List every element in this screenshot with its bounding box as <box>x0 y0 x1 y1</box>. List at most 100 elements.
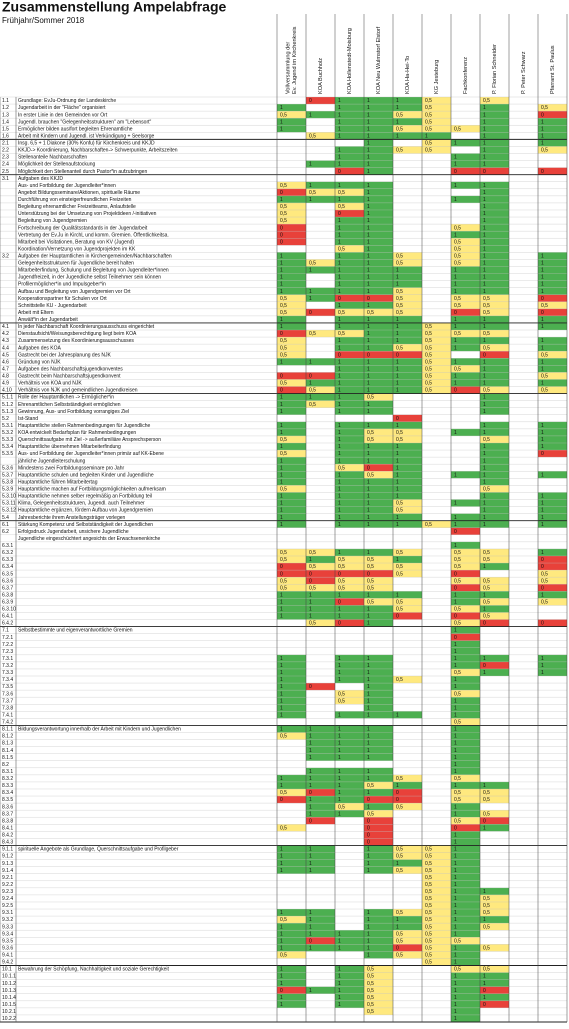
cell-value: 0 <box>367 571 370 577</box>
cell-fill <box>335 471 364 479</box>
cell-fill <box>277 577 306 585</box>
cell-fill <box>451 231 480 239</box>
cell-fill <box>277 209 306 218</box>
cell-fill <box>306 909 335 917</box>
cell-value: 0,5 <box>280 825 287 831</box>
cell-value: 1 <box>454 995 457 1001</box>
cell-value: 1 <box>483 825 486 831</box>
cell-value: 1 <box>454 783 457 789</box>
cell-fill <box>277 923 306 931</box>
row-id: 8.1.4 <box>2 748 13 754</box>
cell-value: 1 <box>454 592 457 598</box>
cell-fill <box>364 202 393 210</box>
cell-fill <box>277 478 306 486</box>
cell-value: 1 <box>309 847 312 853</box>
column-header: P. Florian Schneider <box>492 44 498 94</box>
cell-fill <box>277 555 306 564</box>
cell-fill <box>364 104 393 112</box>
cell-value: 0,5 <box>280 310 287 316</box>
cell-value: 0 <box>396 352 399 358</box>
row-id: 2.4 <box>2 162 9 168</box>
cell-fill <box>422 125 451 133</box>
cell-value: 0,5 <box>367 974 374 980</box>
cell-fill <box>306 372 335 380</box>
cell-value: 0,5 <box>309 564 316 570</box>
cell-fill <box>480 887 509 895</box>
cell-fill <box>277 238 306 246</box>
cell-value: 0 <box>309 571 312 577</box>
cell-fill <box>451 612 480 620</box>
cell-value: 1 <box>309 910 312 916</box>
cell-value: 0,5 <box>483 599 490 605</box>
cell-value: 0,5 <box>280 953 287 959</box>
cell-fill <box>277 217 306 225</box>
cell-value: 1 <box>541 275 544 281</box>
cell-fill <box>277 400 306 408</box>
cell-fill <box>393 612 422 620</box>
cell-value: 1 <box>367 677 370 683</box>
cell-fill <box>393 280 422 288</box>
cell-fill <box>538 471 567 479</box>
row-id: 7.2.1 <box>2 635 13 641</box>
cell-value: 1 <box>280 409 283 415</box>
cell-fill <box>335 796 364 804</box>
cell-fill <box>335 111 364 119</box>
cell-fill <box>451 676 480 684</box>
row-id: 6.3.2 <box>2 550 13 556</box>
cell-fill <box>451 322 480 331</box>
row-id: 8.3.8 <box>2 818 13 824</box>
cell-fill <box>364 859 393 867</box>
cell-value: 1 <box>541 126 544 132</box>
cell-fill <box>480 605 509 613</box>
cell-value: 1 <box>454 811 457 817</box>
cell-value: 0 <box>454 388 457 394</box>
cell-fill <box>538 577 567 585</box>
row-label: Hauptamtliche ergänzen, fördern Aufbau v… <box>18 508 153 514</box>
cell-fill <box>364 351 393 359</box>
cell-fill <box>538 450 567 458</box>
cell-fill <box>451 195 480 203</box>
cell-value: 0,5 <box>280 352 287 358</box>
cell-fill <box>538 668 567 677</box>
cell-value: 1 <box>309 296 312 302</box>
cell-fill <box>335 386 364 394</box>
cell-value: 1 <box>309 854 312 860</box>
cell-value: 1 <box>309 614 312 620</box>
cell-value: 1 <box>454 359 457 365</box>
cell-fill <box>335 965 364 973</box>
cell-fill <box>335 767 364 775</box>
cell-fill <box>364 118 393 126</box>
row-id: 10.1 <box>2 967 12 973</box>
cell-value: 1 <box>338 712 341 718</box>
cell-value: 1 <box>338 769 341 775</box>
cell-fill <box>451 880 480 888</box>
cell-value: 1 <box>396 712 399 718</box>
cell-fill <box>335 753 364 761</box>
cell-fill <box>364 979 393 987</box>
cell-fill <box>480 358 509 366</box>
cell-value: 1 <box>309 924 312 930</box>
cell-fill <box>277 428 306 436</box>
cell-fill <box>306 591 335 599</box>
cell-fill <box>480 965 509 973</box>
row-id: 10.2.1 <box>2 1009 16 1015</box>
cell-value: 1 <box>367 268 370 274</box>
column-header: P. Peter Schwarz <box>521 51 527 94</box>
cell-fill <box>451 633 480 641</box>
cell-fill <box>451 767 480 775</box>
cell-fill <box>335 619 364 627</box>
cell-fill <box>451 803 480 811</box>
cell-value: 1 <box>367 691 370 697</box>
cell-value: 1 <box>309 945 312 951</box>
cell-value: 1 <box>367 790 370 796</box>
cell-fill <box>277 379 306 387</box>
cell-fill <box>451 725 480 733</box>
cell-value: 0,5 <box>425 345 432 351</box>
cell-value: 1 <box>367 854 370 860</box>
cell-value: 0,5 <box>396 938 403 944</box>
cell-fill <box>335 450 364 458</box>
cell-fill <box>451 224 480 232</box>
cell-value: 1 <box>338 451 341 457</box>
cell-value: 0 <box>541 564 544 570</box>
cell-fill <box>364 513 393 521</box>
